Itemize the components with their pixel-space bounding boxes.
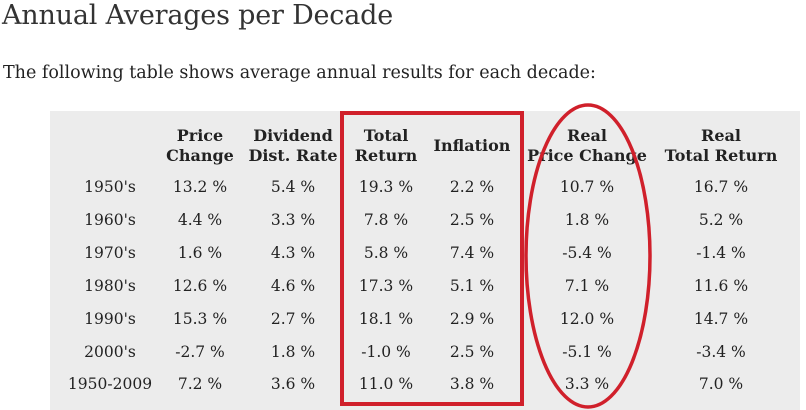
table-cell: 3.3 % [564,375,610,393]
header-line1: Inflation [433,136,511,155]
table-cell: 2.9 % [449,310,495,328]
intro-text: The following table shows average annual… [3,63,596,83]
table-cell: 1.8 % [564,211,610,229]
row-label: 1960's [84,211,136,229]
header-real-total-return: Real Total Return [650,126,792,166]
table-cell: 7.2 % [177,375,223,393]
table-cell: 4.4 % [177,211,223,229]
table-cell: 11.6 % [693,277,749,295]
header-line2: Change [166,146,234,165]
header-line2: Return [354,146,418,165]
results-table [50,111,800,410]
table-cell: -3.4 % [696,343,746,361]
row-label: 1950-2009 [67,375,153,393]
header-dividend-dist-rate: Dividend Dist. Rate [241,126,345,166]
header-line2: Total Return [664,146,778,165]
header-total-return: Total Return [345,126,427,166]
table-cell: 5.8 % [363,244,409,262]
table-cell: 7.4 % [449,244,495,262]
table-cell: 19.3 % [358,178,414,196]
header-line1: Total [363,126,409,145]
table-cell: 1.6 % [177,244,223,262]
header-line1: Real [567,126,607,145]
table-cell: 3.6 % [270,375,316,393]
table-cell: 3.8 % [449,375,495,393]
table-cell: 18.1 % [358,310,414,328]
table-cell: 12.6 % [172,277,228,295]
table-cell: -2.7 % [175,343,225,361]
row-label: 1980's [84,277,136,295]
header-real-price-change: Real Price Change [526,126,648,166]
row-label: 1970's [84,244,136,262]
table-cell: 2.5 % [449,343,495,361]
table-cell: -1.4 % [696,244,746,262]
table-cell: 15.3 % [172,310,228,328]
header-line2: Dist. Rate [248,146,338,165]
table-cell: 12.0 % [559,310,615,328]
header-inflation: Inflation [426,136,518,156]
table-cell: 14.7 % [693,310,749,328]
table-cell: 2.7 % [270,310,316,328]
table-cell: 2.5 % [449,211,495,229]
header-line2: Price Change [527,146,647,165]
table-cell: 5.1 % [449,277,495,295]
header-price-change: Price Change [160,126,240,166]
table-cell: -1.0 % [361,343,411,361]
table-cell: 4.6 % [270,277,316,295]
table-cell: 4.3 % [270,244,316,262]
table-cell: -5.1 % [562,343,612,361]
table-cell: 13.2 % [172,178,228,196]
table-cell: 7.1 % [564,277,610,295]
header-line1: Dividend [253,126,333,145]
table-cell: 5.2 % [698,211,744,229]
page-title: Annual Averages per Decade [2,0,393,31]
table-cell: 16.7 % [693,178,749,196]
table-cell: 3.3 % [270,211,316,229]
highlight-rectangle [340,111,524,406]
table-cell: 11.0 % [358,375,414,393]
header-line1: Real [701,126,741,145]
row-label: 2000's [84,343,136,361]
table-cell: 10.7 % [559,178,615,196]
table-cell: 7.8 % [363,211,409,229]
table-cell: 7.0 % [698,375,744,393]
table-cell: 2.2 % [449,178,495,196]
row-label: 1950's [84,178,136,196]
header-line1: Price [176,126,224,145]
table-cell: 17.3 % [358,277,414,295]
table-cell: 5.4 % [270,178,316,196]
table-cell: -5.4 % [562,244,612,262]
row-label: 1990's [84,310,136,328]
table-cell: 1.8 % [270,343,316,361]
